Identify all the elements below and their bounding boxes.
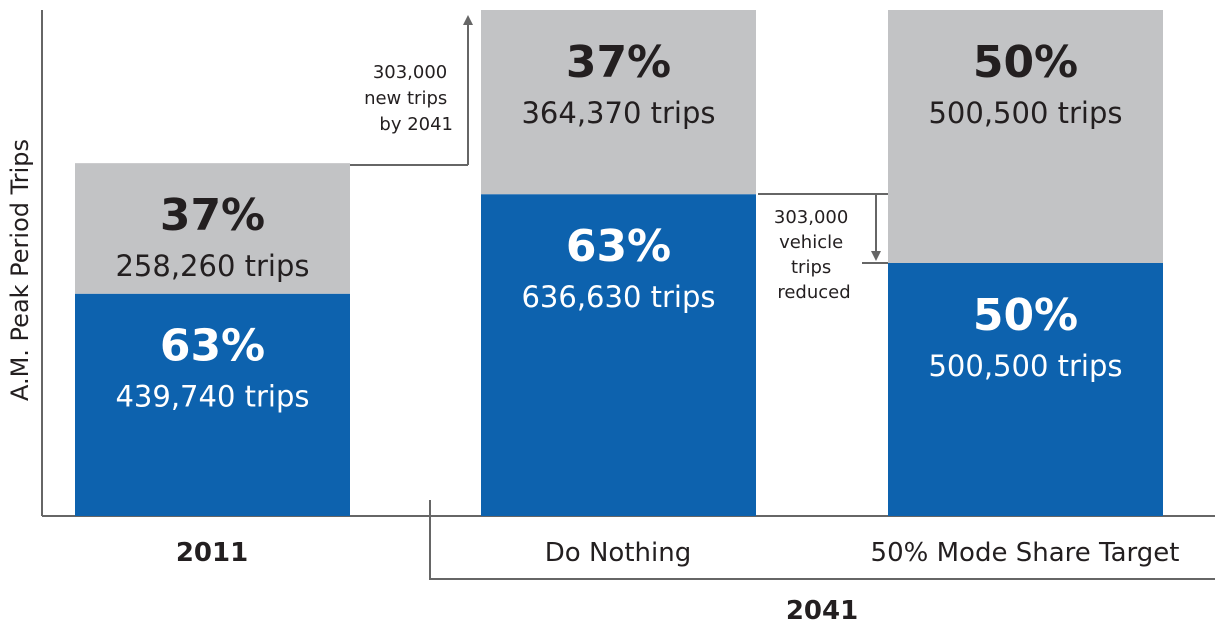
reduced-line-1: 303,000 [774, 207, 848, 228]
category-label-do-nothing: Do Nothing [545, 538, 691, 568]
trips-label-2011-upper: 258,260 trips [115, 249, 309, 283]
new-trips-line-1: 303,000 [373, 62, 447, 83]
trips-label-do-nothing-lower: 636,630 trips [521, 280, 715, 314]
new-trips-annotation: 303,000 new trips by 2041 [364, 62, 453, 135]
percent-label-do-nothing-upper: 37% [566, 37, 671, 88]
trips-label-mode-share-target-upper: 500,500 trips [928, 96, 1122, 130]
percent-label-mode-share-target-upper: 50% [973, 37, 1078, 88]
bar-mode-share-target-upper [888, 10, 1163, 263]
bar-2011-upper [75, 163, 350, 294]
bar-2011-lower [75, 293, 350, 516]
new-trips-line-2: new trips [364, 88, 447, 109]
bar-do-nothing-upper [481, 10, 756, 195]
percent-label-do-nothing-lower: 63% [566, 221, 671, 272]
y-axis-label: A.M. Peak Period Trips [6, 139, 34, 401]
percent-label-mode-share-target-lower: 50% [973, 290, 1078, 341]
trips-label-2011-lower: 439,740 trips [115, 380, 309, 414]
group-label-2041: 2041 [786, 596, 858, 626]
reduced-trips-annotation: 303,000 vehicle trips reduced [774, 207, 854, 303]
bar-mode-share-target-lower [888, 263, 1163, 516]
percent-label-2011-lower: 63% [160, 321, 265, 372]
reduced-line-3: trips [791, 257, 831, 278]
bar-do-nothing-lower [481, 194, 756, 517]
group-bracket-2041 [429, 500, 1215, 580]
reduced-line-4: reduced [777, 282, 850, 303]
trips-label-mode-share-target-lower: 500,500 trips [928, 349, 1122, 383]
category-label-2011: 2011 [176, 538, 248, 568]
trips-label-do-nothing-upper: 364,370 trips [521, 96, 715, 130]
new-trips-line-3: by 2041 [379, 114, 453, 135]
percent-label-2011-upper: 37% [160, 190, 265, 241]
category-label-mode-share-target: 50% Mode Share Target [871, 538, 1180, 568]
reduced-line-2: vehicle [779, 232, 843, 253]
bars-group: 63% 439,740 trips 37% 258,260 trips 63% 636,6… [75, 10, 1163, 517]
